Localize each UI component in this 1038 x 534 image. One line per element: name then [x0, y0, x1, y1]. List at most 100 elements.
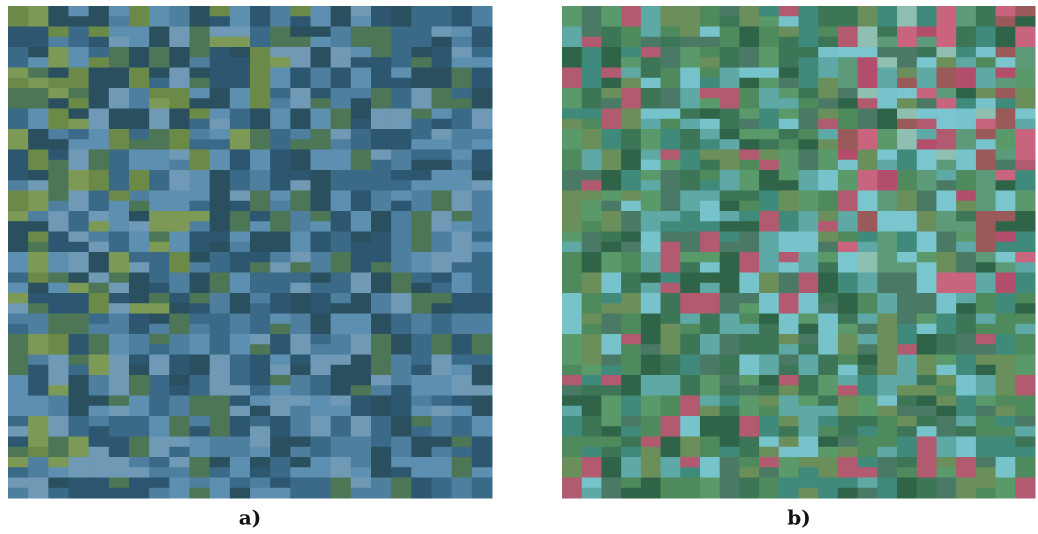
field-tile — [371, 375, 392, 386]
field-tile — [68, 108, 90, 120]
field-tile — [229, 477, 251, 489]
field-tile — [169, 159, 190, 171]
field-tile — [149, 487, 170, 499]
field-tile — [759, 211, 780, 232]
field-tile — [68, 190, 90, 212]
field-tile — [250, 170, 271, 191]
field-tile — [581, 395, 602, 417]
field-tile — [169, 67, 190, 79]
field-tile — [471, 334, 493, 355]
field-tile — [391, 170, 412, 181]
field-tile — [189, 190, 211, 202]
field-tile — [189, 108, 211, 120]
field-tile — [431, 436, 453, 448]
field-tile — [68, 457, 90, 478]
field-tile — [229, 6, 251, 27]
field-tile — [916, 272, 937, 294]
field-tile — [975, 313, 997, 325]
field-tile — [778, 446, 799, 458]
field-tile — [719, 231, 740, 243]
field-tile — [601, 395, 622, 417]
field-tile — [975, 354, 997, 366]
field-tile — [601, 416, 622, 427]
field-tile — [778, 6, 799, 17]
field-tile — [189, 57, 211, 68]
field-tile — [818, 6, 839, 27]
field-tile — [250, 426, 271, 437]
field-tile — [877, 190, 898, 212]
field-tile — [680, 149, 701, 171]
field-tile — [562, 231, 583, 243]
field-tile — [956, 354, 977, 376]
field-tile — [798, 47, 819, 58]
field-tile — [229, 118, 251, 130]
field-tile — [371, 47, 392, 58]
field-tile — [108, 457, 130, 478]
field-tile — [229, 293, 251, 314]
field-tile — [936, 334, 957, 355]
field-tile — [391, 26, 412, 48]
field-tile — [699, 26, 721, 38]
field-tile — [88, 416, 110, 427]
field-tile — [290, 16, 311, 27]
field-tile — [1015, 457, 1036, 478]
field-tile — [391, 190, 412, 202]
field-tile — [371, 272, 392, 294]
field-tile — [88, 457, 110, 478]
field-tile — [28, 211, 49, 222]
field-tile — [680, 170, 701, 191]
field-tile — [660, 323, 681, 335]
field-tile — [189, 129, 211, 140]
field-tile — [471, 6, 493, 27]
field-tile — [601, 375, 622, 386]
field-tile — [250, 344, 271, 355]
field-tile — [1015, 323, 1036, 335]
satellite-image-b — [562, 6, 1036, 499]
field-tile — [857, 354, 878, 366]
field-tile — [818, 303, 839, 314]
field-tile — [411, 159, 432, 171]
field-tile — [562, 6, 583, 27]
field-tile — [581, 108, 602, 120]
field-tile — [48, 6, 69, 27]
field-tile — [660, 170, 681, 191]
field-tile — [169, 211, 190, 232]
field-tile — [640, 118, 662, 130]
field-tile — [562, 395, 583, 407]
field-tile — [936, 405, 957, 417]
field-tile — [601, 436, 622, 448]
field-tile — [229, 457, 251, 478]
field-tile — [956, 252, 977, 273]
field-tile — [310, 477, 332, 499]
field-tile — [778, 36, 799, 48]
field-tile — [699, 375, 721, 396]
field-tile — [129, 149, 150, 171]
field-tile — [250, 6, 271, 27]
field-tile — [916, 26, 937, 38]
field-tile — [431, 405, 453, 417]
field-tile — [857, 26, 878, 48]
field-tile — [975, 334, 997, 345]
field-tile — [936, 272, 957, 284]
field-tile — [995, 16, 1016, 27]
field-tile — [601, 88, 622, 99]
field-tile — [129, 313, 150, 335]
field-tile — [759, 129, 780, 140]
field-tile — [28, 170, 49, 181]
field-tile — [857, 149, 878, 171]
field-tile — [916, 323, 937, 335]
field-tile — [68, 395, 90, 417]
field-tile — [601, 108, 622, 130]
field-tile — [798, 375, 819, 396]
field-tile — [189, 487, 211, 499]
field-tile — [189, 395, 211, 417]
field-tile — [778, 118, 799, 130]
field-tile — [209, 477, 231, 499]
field-tile — [471, 231, 493, 243]
field-tile — [562, 385, 583, 396]
field-tile — [169, 88, 190, 109]
field-tile — [857, 293, 878, 314]
field-tile — [270, 57, 291, 68]
field-tile — [660, 375, 681, 396]
field-tile — [975, 364, 997, 376]
